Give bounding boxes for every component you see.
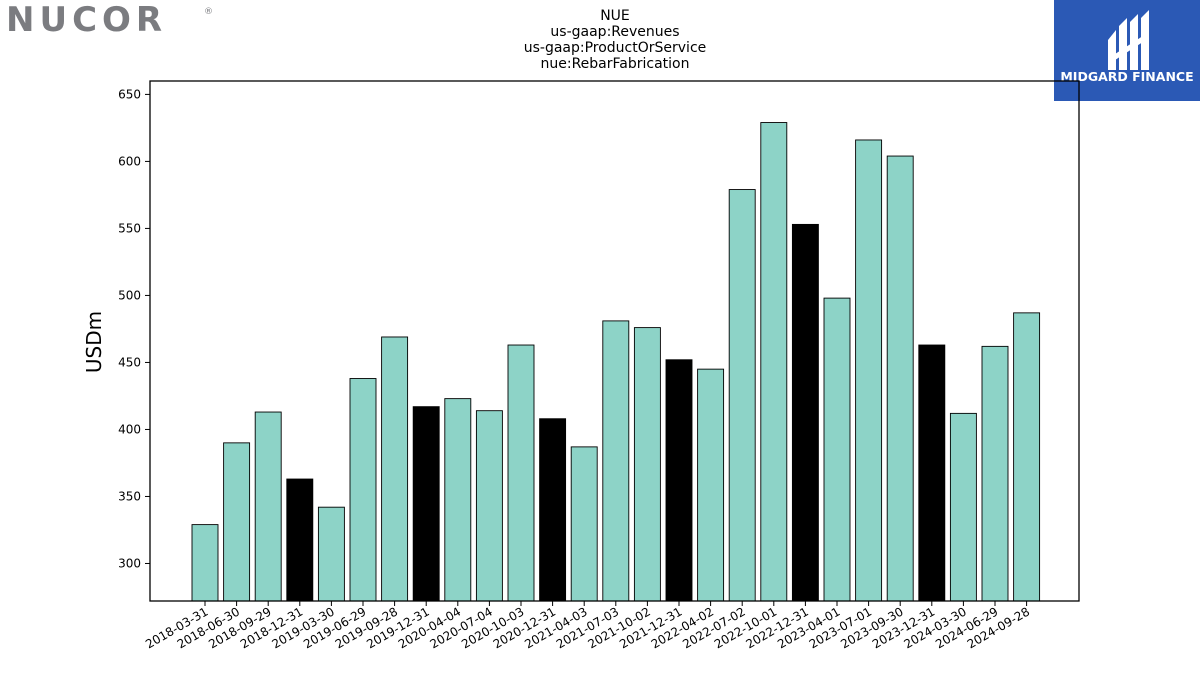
y-tick-label: 650: [118, 87, 141, 101]
nucor-logo-text: NUCOR: [6, 0, 167, 40]
bar-2023-07-01: [855, 139, 883, 602]
midgard-logo-mark-icon: [1108, 10, 1149, 70]
bar-2020-10-03: [507, 344, 535, 602]
bar-2022-07-02: [728, 189, 756, 602]
bar-2021-10-02: [633, 327, 661, 602]
bar-2024-06-29: [981, 345, 1009, 602]
bar-2019-12-31: [412, 406, 440, 602]
bar-2020-07-04: [475, 410, 503, 602]
bar-series: [191, 122, 1041, 602]
bar-2018-06-30: [223, 442, 251, 602]
bar-2018-09-29: [254, 411, 282, 602]
y-tick-label: 600: [118, 154, 141, 168]
chart-title-line-4: nue:RebarFabrication: [541, 56, 690, 72]
bar-2022-04-02: [697, 368, 725, 602]
nucor-logo-registered-mark: ®: [204, 7, 213, 17]
bar-2018-12-31: [286, 478, 314, 602]
bar-2023-12-31: [918, 344, 946, 602]
plot-frame: [149, 80, 1080, 602]
bar-2018-03-31: [191, 524, 219, 602]
chart-title-line-2: us-gaap:Revenues: [550, 24, 679, 40]
y-tick-label: 300: [118, 556, 141, 570]
y-tick-label: 500: [118, 288, 141, 302]
chart-title: NUE us-gaap:Revenues us-gaap:ProductOrSe…: [524, 8, 707, 72]
midgard-logo-text: MIDGARD FINANCE: [1060, 69, 1193, 84]
x-axis: 2018-03-312018-06-302018-09-292018-12-31…: [143, 601, 1032, 651]
chart-title-line-1: NUE: [600, 8, 630, 24]
bar-2019-06-29: [349, 378, 377, 602]
bar-2021-12-31: [665, 359, 693, 602]
y-tick-label: 350: [118, 489, 141, 503]
bar-2019-09-28: [381, 336, 409, 602]
chart-title-line-3: us-gaap:ProductOrService: [524, 40, 707, 56]
bar-2023-04-01: [823, 297, 851, 602]
y-tick-label: 450: [118, 355, 141, 369]
y-tick-label: 400: [118, 422, 141, 436]
nucor-logo: NUCOR ®: [6, 0, 213, 40]
bar-2024-03-30: [949, 412, 977, 602]
midgard-finance-logo: MIDGARD FINANCE: [1054, 0, 1200, 101]
bar-2022-12-31: [791, 223, 819, 602]
y-axis: 300 350 400 450 500 550 600 650: [118, 87, 150, 570]
bar-2024-09-28: [1013, 312, 1041, 602]
bar-2021-04-03: [570, 446, 598, 602]
bar-2021-07-03: [602, 320, 630, 602]
bar-2019-03-30: [317, 506, 345, 602]
bar-2022-10-01: [760, 122, 788, 602]
y-axis-label: USDm: [82, 311, 106, 373]
y-tick-label: 550: [118, 221, 141, 235]
bar-2023-09-30: [886, 155, 914, 602]
bar-2020-12-31: [539, 418, 567, 602]
bar-2020-04-04: [444, 398, 472, 602]
